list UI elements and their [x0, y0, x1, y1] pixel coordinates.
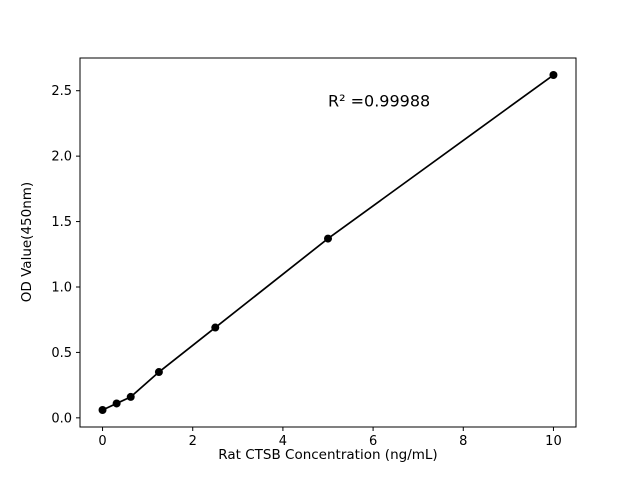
y-tick-label: 0.0 [51, 411, 72, 426]
y-axis-label: OD Value(450nm) [19, 182, 35, 302]
x-tick-label: 4 [279, 434, 287, 449]
data-point-marker [324, 234, 332, 243]
data-point-marker [126, 392, 135, 401]
x-axis-label: Rat CTSB Concentration (ng/mL) [218, 447, 437, 463]
r-squared-annotation: R² =0.99988 [328, 91, 430, 110]
y-tick-label: 0.5 [51, 346, 72, 361]
plot-spines [79, 57, 577, 428]
y-tick-label: 2.5 [51, 84, 72, 99]
data-point-marker [112, 399, 121, 408]
data-point-marker [98, 405, 107, 414]
data-point-marker [549, 71, 558, 80]
x-tick-label: 8 [459, 434, 467, 449]
data-point-marker [211, 323, 220, 332]
x-tick-label: 10 [545, 434, 562, 449]
x-tick-label: 2 [189, 434, 197, 449]
y-tick-label: 2.0 [51, 150, 72, 165]
data-point-marker [154, 368, 163, 377]
y-tick-label: 1.5 [51, 215, 72, 230]
x-tick-label: 6 [369, 434, 377, 449]
plot-area: 0 2 4 6 8 10 0.0 0.5 1.0 1.5 2.0 2.5 [51, 57, 577, 449]
y-tick-label: 1.0 [51, 280, 72, 295]
x-tick-label: 0 [98, 434, 106, 449]
